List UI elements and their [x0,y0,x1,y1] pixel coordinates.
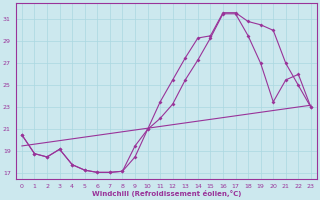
X-axis label: Windchill (Refroidissement éolien,°C): Windchill (Refroidissement éolien,°C) [92,190,241,197]
